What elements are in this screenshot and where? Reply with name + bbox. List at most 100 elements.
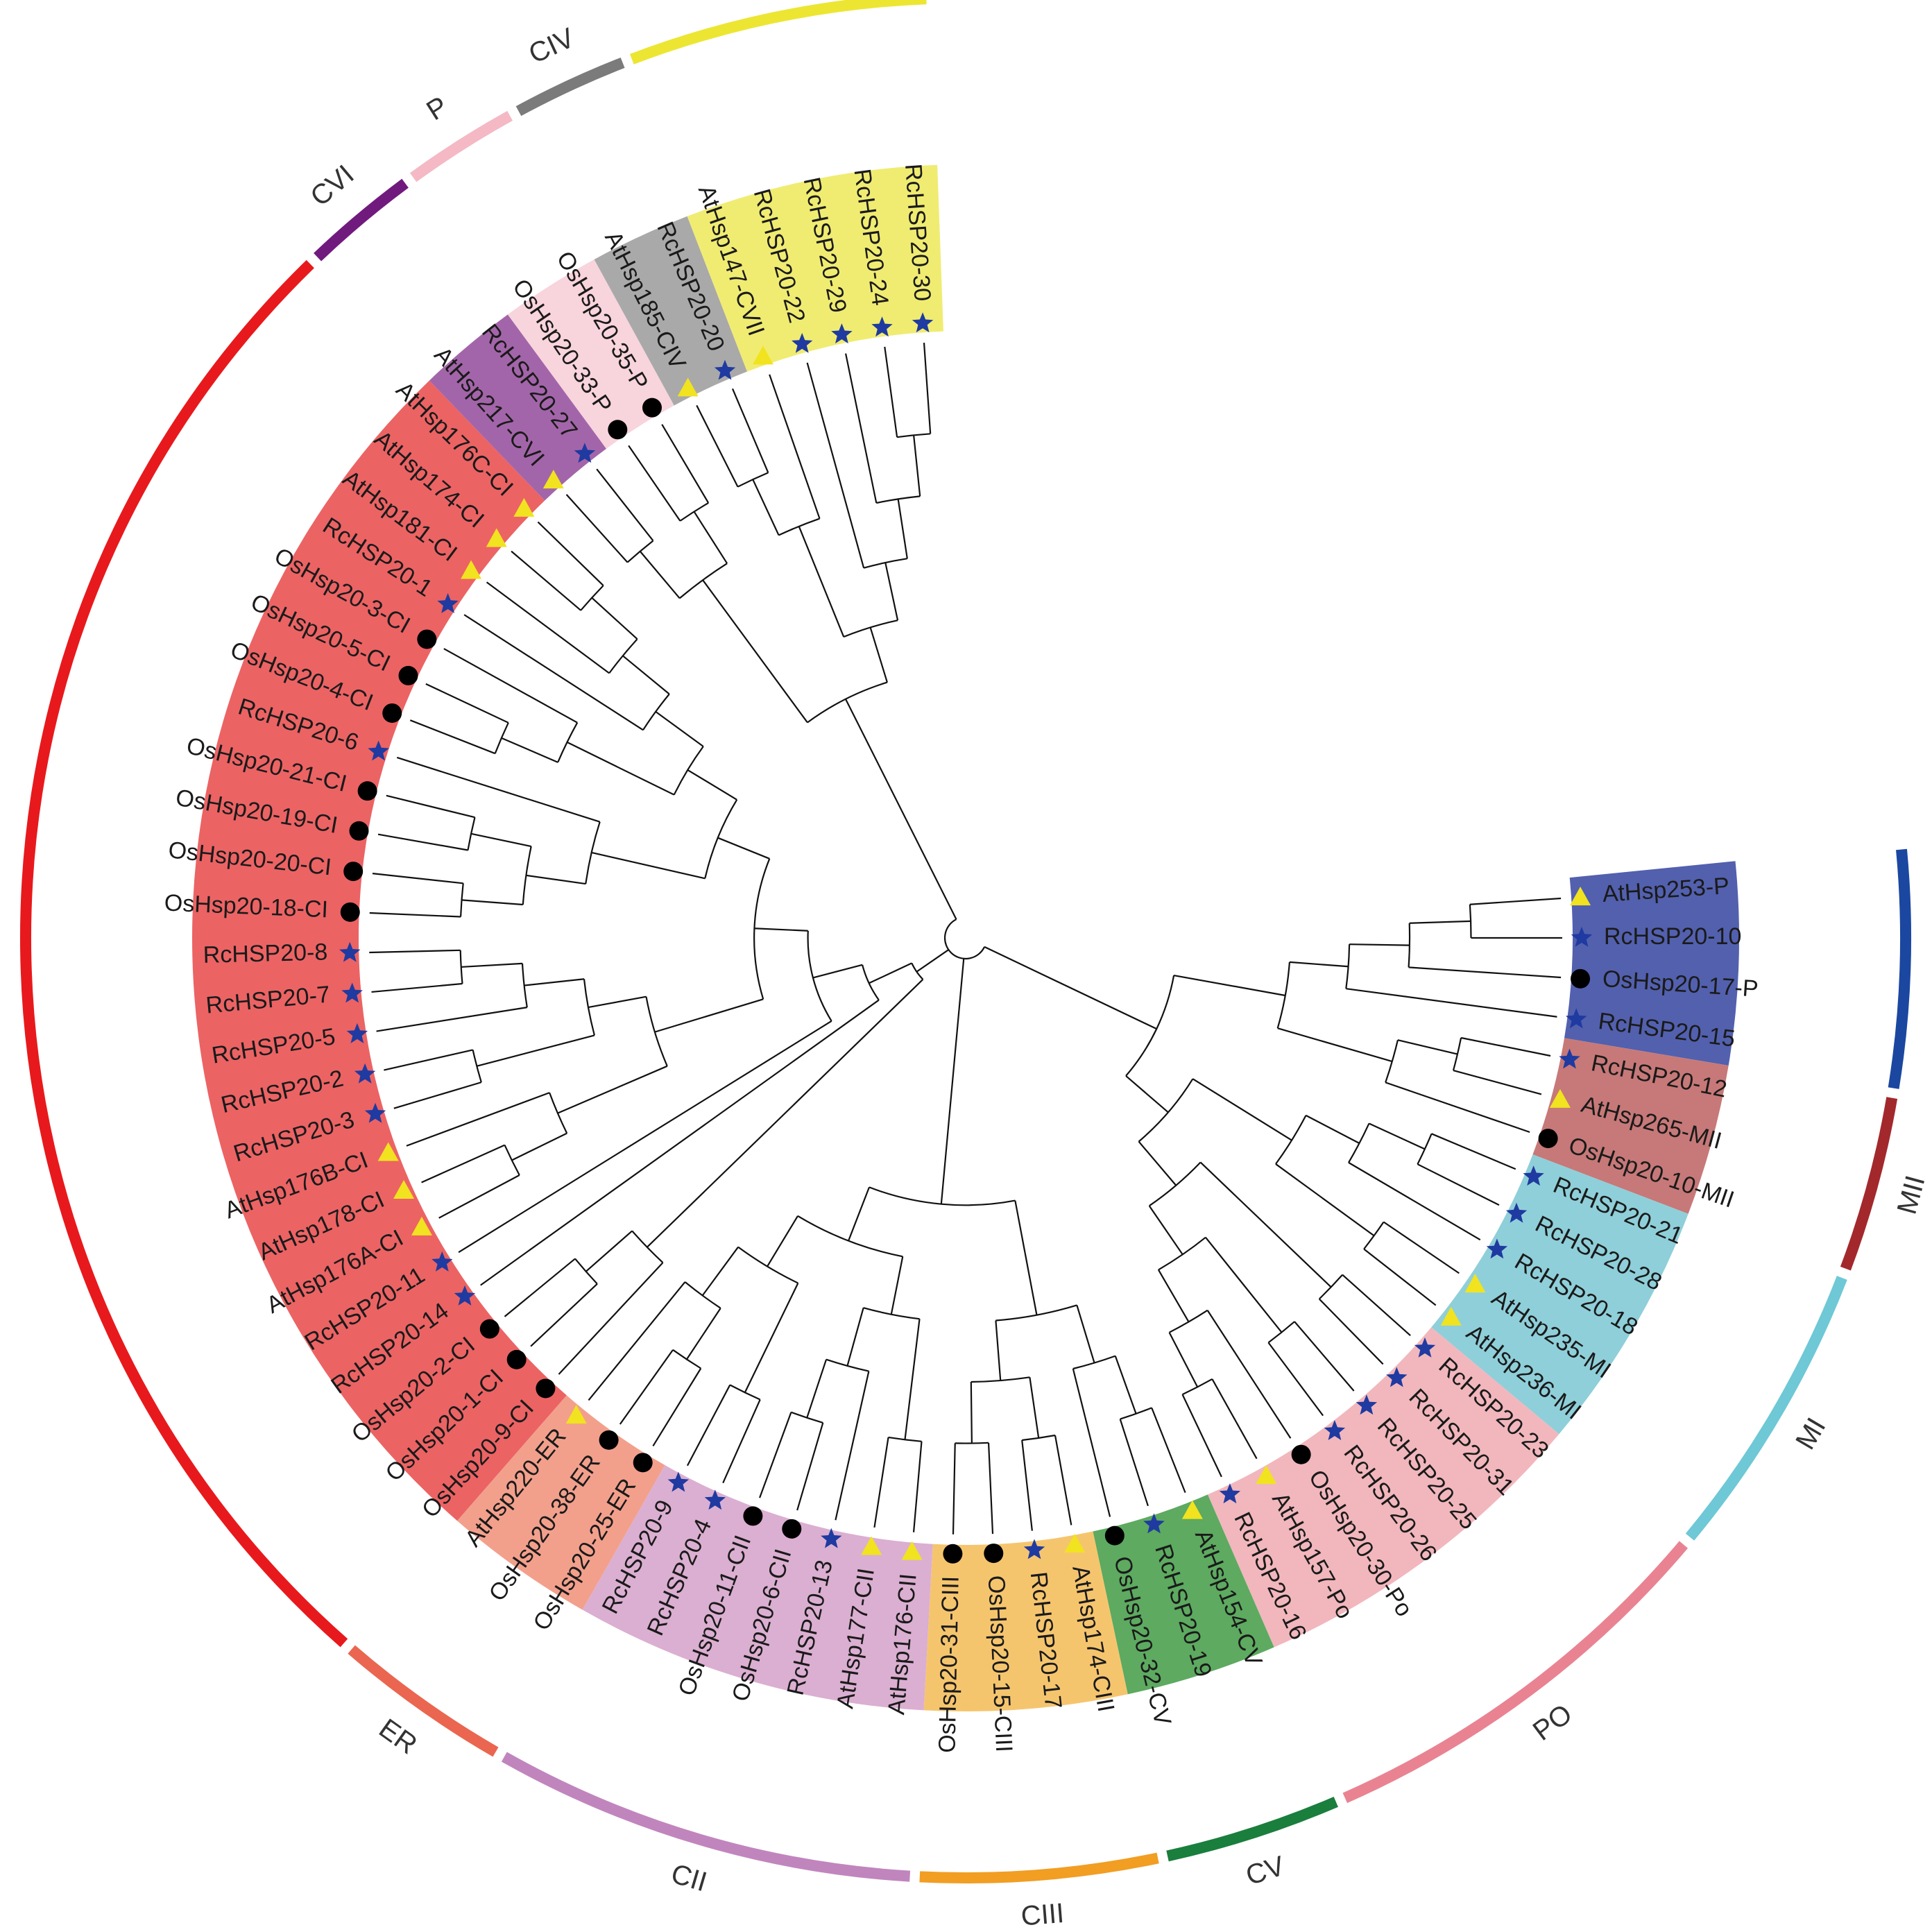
tree-branch-arc-193 bbox=[778, 518, 820, 536]
os-circle-marker bbox=[417, 629, 437, 649]
tree-branch-arc-160 bbox=[673, 746, 704, 796]
tree-branch-arc-145 bbox=[704, 799, 738, 879]
tree-branch-arc-169 bbox=[642, 693, 670, 730]
tree-branch-arc-4 bbox=[1276, 961, 1290, 1029]
species-markers bbox=[339, 312, 1593, 1564]
group-label-p1: P bbox=[421, 91, 453, 126]
group-label-civ: CIV bbox=[524, 22, 579, 69]
group-ring-arc-mii bbox=[1840, 1097, 1898, 1271]
tree-branch-arc-46 bbox=[1267, 1321, 1295, 1344]
tree-branches bbox=[369, 343, 1562, 1535]
group-label-er: ER bbox=[373, 1713, 422, 1760]
tree-branch-line-90 bbox=[796, 1422, 824, 1511]
os-circle-marker bbox=[382, 703, 402, 723]
tree-branch-line-41 bbox=[1342, 1274, 1411, 1337]
tree-branch-line-97 bbox=[686, 1384, 731, 1467]
tree-branch-line-140 bbox=[461, 962, 523, 968]
tree-branch-arc-95 bbox=[729, 1384, 761, 1401]
tree-branch-arc-164 bbox=[494, 722, 509, 754]
at-triangle-marker bbox=[461, 560, 482, 579]
at-triangle-marker bbox=[901, 1541, 923, 1560]
tree-branch-line-37 bbox=[1138, 1140, 1177, 1186]
tree-branch-arc-149 bbox=[522, 846, 532, 905]
tree-branch-line-19 bbox=[1460, 1036, 1551, 1057]
outer-group-ring bbox=[20, 0, 1911, 1883]
group-sector-p1 bbox=[507, 259, 674, 449]
tree-branch-arc-99 bbox=[684, 1281, 721, 1309]
os-circle-marker bbox=[943, 1544, 963, 1564]
group-label-cvi: CVI bbox=[305, 159, 359, 212]
tree-branch-line-139 bbox=[376, 1007, 528, 1032]
rc-star-marker bbox=[1143, 1513, 1165, 1534]
tree-branch-arc-162 bbox=[557, 722, 579, 763]
group-ring-arc-p2 bbox=[1888, 848, 1911, 1089]
rc-star-marker bbox=[1324, 1420, 1346, 1440]
tree-branch-line-67 bbox=[995, 1320, 1002, 1381]
tree-branch-line-202 bbox=[897, 499, 908, 559]
at-triangle-marker bbox=[411, 1216, 432, 1236]
tree-branch-line-35 bbox=[1383, 1221, 1460, 1274]
tree-branch-line-62 bbox=[1114, 1356, 1137, 1414]
tree-branch-arc-187 bbox=[679, 502, 709, 522]
group-ring-arc-cvi bbox=[314, 178, 409, 262]
group-sector-cii bbox=[582, 1465, 933, 1711]
os-circle-marker bbox=[599, 1430, 619, 1450]
group-label-mi: MI bbox=[1790, 1413, 1831, 1455]
tree-branch-line-174 bbox=[591, 597, 638, 640]
tree-branch-line-128 bbox=[438, 1174, 520, 1219]
tree-branch-line-165 bbox=[409, 719, 496, 755]
tree-branch-line-75 bbox=[987, 1442, 994, 1535]
rc-star-marker bbox=[1559, 1048, 1580, 1069]
at-triangle-marker bbox=[393, 1180, 415, 1199]
tree-branch-line-58 bbox=[1014, 1200, 1038, 1315]
rc-star-marker bbox=[1219, 1483, 1241, 1504]
tree-branch-line-131 bbox=[588, 995, 647, 1009]
os-circle-marker bbox=[642, 397, 662, 418]
leaf-label: RcHSP20-8 bbox=[203, 939, 327, 968]
tree-branch-arc-27 bbox=[1348, 1122, 1370, 1163]
tree-branch-arc-181 bbox=[678, 563, 728, 599]
tree-branch-arc-63 bbox=[1120, 1407, 1152, 1420]
tree-branch-line-83 bbox=[912, 1441, 923, 1532]
tree-branch-line-114 bbox=[869, 962, 912, 984]
tree-branch-line-45 bbox=[1205, 1237, 1283, 1333]
rc-star-marker bbox=[1023, 1539, 1045, 1559]
tree-branch-line-72 bbox=[1021, 1439, 1033, 1531]
tree-branch-arc-80 bbox=[863, 1307, 920, 1320]
os-circle-marker bbox=[479, 1319, 499, 1339]
group-ring-arc-er bbox=[348, 1645, 499, 1757]
os-circle-marker bbox=[743, 1506, 763, 1526]
tree-branch-line-143 bbox=[369, 949, 461, 954]
tree-branch-line-178 bbox=[844, 699, 957, 920]
tree-branch-arc-132 bbox=[583, 979, 595, 1036]
group-sector-er bbox=[457, 1395, 665, 1610]
tree-branch-line-116 bbox=[480, 999, 880, 1286]
tree-branch-line-39 bbox=[1199, 1161, 1332, 1288]
tree-branch-arc-175 bbox=[580, 585, 604, 611]
group-sector-cvii bbox=[687, 164, 943, 372]
rc-star-marker bbox=[1571, 927, 1593, 947]
tree-branch-arc-115 bbox=[862, 964, 880, 1001]
at-triangle-marker bbox=[486, 528, 507, 547]
at-triangle-marker bbox=[513, 497, 535, 517]
tree-branch-line-30 bbox=[1431, 1133, 1516, 1170]
at-triangle-marker bbox=[1464, 1274, 1486, 1293]
tree-branch-line-73 bbox=[970, 1381, 973, 1444]
os-circle-marker bbox=[349, 821, 369, 841]
tree-branch-arc-2 bbox=[1125, 975, 1175, 1077]
group-sector-cv bbox=[1093, 1494, 1274, 1695]
tree-branch-line-188 bbox=[628, 445, 681, 522]
rc-star-marker bbox=[341, 982, 363, 1003]
tree-branch-line-119 bbox=[458, 1020, 832, 1254]
tree-branch-line-33 bbox=[1275, 1163, 1375, 1237]
tree-branch-line-1 bbox=[984, 946, 1157, 1030]
tree-branch-line-26 bbox=[1305, 1114, 1360, 1145]
rc-star-marker bbox=[704, 1489, 726, 1510]
tree-branch-line-11 bbox=[1469, 897, 1562, 905]
tree-branch-line-9 bbox=[1409, 920, 1471, 924]
tree-branch-line-126 bbox=[511, 1132, 567, 1161]
tree-branch-arc-50 bbox=[1169, 1309, 1208, 1333]
rc-star-marker bbox=[346, 1023, 368, 1043]
tree-branch-line-180 bbox=[702, 579, 808, 724]
rc-star-marker bbox=[821, 1528, 842, 1548]
